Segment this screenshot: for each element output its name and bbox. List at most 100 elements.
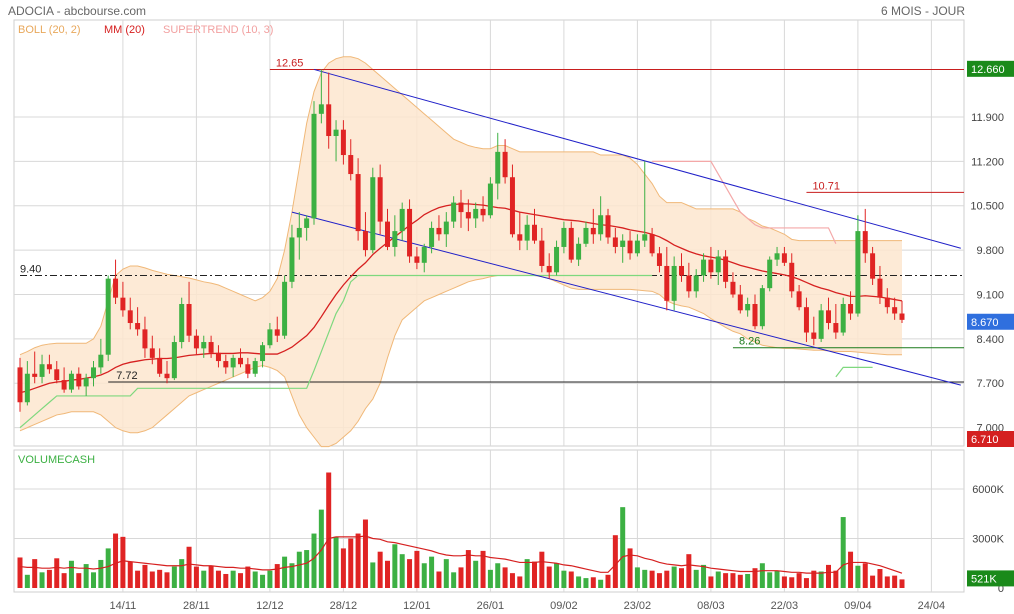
candle-body — [149, 348, 155, 358]
volume-bar — [267, 570, 273, 588]
volume-bar — [811, 570, 817, 588]
period-label[interactable]: 6 MOIS - JOUR — [880, 4, 965, 18]
candle-body — [407, 208, 413, 257]
candle-body — [304, 218, 310, 228]
volume-bar — [142, 564, 148, 588]
volume-bar — [568, 571, 574, 588]
candle-body — [561, 227, 567, 247]
price-panel-frame — [13, 19, 965, 447]
candle-body — [877, 278, 883, 298]
candle-body — [583, 227, 589, 244]
price-tick-label: 11.200 — [971, 156, 1004, 168]
volume-bar — [774, 570, 780, 588]
candle-body — [436, 227, 442, 235]
volume-bar — [458, 567, 464, 588]
price-tag-label: 6.710 — [971, 434, 999, 446]
candle-body — [267, 329, 273, 346]
candle-body — [451, 202, 457, 222]
candle-body — [554, 246, 560, 273]
candle-body — [208, 342, 214, 353]
candle-body — [54, 369, 60, 381]
volume-bar — [252, 571, 258, 588]
candle-body — [171, 342, 177, 379]
price-tag-label: 8.670 — [971, 317, 999, 329]
candle-body — [803, 307, 809, 333]
volume-bar — [193, 566, 199, 588]
price-tick-label: 8.400 — [976, 334, 1004, 346]
volume-bar — [627, 548, 633, 588]
candle-body — [480, 208, 486, 216]
candle-body — [723, 256, 729, 282]
volume-bar — [171, 566, 177, 588]
candle-body — [186, 304, 192, 336]
volume-bar — [333, 536, 339, 588]
volume-bar — [451, 572, 457, 588]
supertrend-line — [19, 274, 653, 429]
candle-body — [759, 288, 765, 327]
volume-bar — [848, 551, 854, 588]
chart-title: ADOCIA - abcbourse.com — [8, 4, 147, 18]
candle-body — [245, 364, 251, 374]
candle-body — [333, 129, 339, 137]
candle-body — [708, 259, 714, 273]
date-tick-label: 08/03 — [697, 600, 725, 612]
date-axis: 14/11 28/11 12/12 28/12 12/01 26/01 09/02 23/02… — [110, 600, 946, 612]
candle-body — [620, 240, 626, 247]
candle-body — [355, 174, 361, 232]
volume-bar — [546, 566, 552, 588]
candle-body — [495, 151, 501, 184]
candle-body — [664, 265, 670, 301]
volume-bar — [598, 579, 604, 588]
candle-body — [215, 352, 221, 362]
candle-body — [862, 231, 868, 254]
candle-body — [686, 275, 692, 292]
volume-bar — [884, 576, 890, 588]
candle-body — [774, 253, 780, 260]
volume-bar — [120, 536, 126, 588]
level-label: 9.40 — [20, 263, 41, 275]
candle-body — [142, 329, 148, 349]
candle-body — [24, 373, 30, 403]
candle-body — [509, 177, 515, 235]
volume-bar — [32, 559, 38, 588]
candle-body — [892, 307, 898, 314]
volume-bar — [149, 571, 155, 588]
volume-bar — [487, 569, 493, 588]
volume-bar — [730, 573, 736, 588]
candle-body — [598, 215, 604, 235]
volume-tick-label: 3000K — [972, 534, 1004, 546]
candle-body — [634, 240, 640, 254]
volume-bar — [517, 576, 523, 588]
candle-body — [348, 155, 354, 175]
volume-bar — [840, 517, 846, 588]
legend-item: BOLL (20, 2) — [18, 24, 81, 36]
candle-body — [532, 224, 537, 241]
candle-body — [781, 253, 787, 263]
volume-bar — [91, 572, 96, 588]
price-tick-label: 9.800 — [976, 245, 1004, 257]
channel-line — [291, 211, 961, 386]
supertrend-line — [652, 160, 837, 245]
volume-bar — [620, 507, 626, 588]
volume-bar — [554, 563, 560, 588]
volume-bar — [737, 574, 743, 588]
price-tag-low — [967, 431, 1014, 447]
volume-bar — [17, 557, 23, 588]
date-tick-label: 09/04 — [844, 600, 872, 612]
legend-item: MM (20) — [104, 24, 145, 36]
volume-tick-label: 0 — [998, 583, 1004, 595]
date-tick-label: 24/04 — [918, 600, 946, 612]
volume-bar — [612, 535, 618, 588]
volume-bar — [524, 559, 530, 588]
candle-body — [289, 237, 295, 282]
candle-body — [377, 177, 383, 222]
volume-bar — [157, 569, 163, 588]
candle-body — [568, 227, 574, 260]
candle-body — [157, 357, 163, 374]
volume-bar — [465, 550, 471, 588]
volume-bar — [362, 519, 368, 588]
bollinger-lower-line — [19, 274, 902, 448]
candle-body — [524, 224, 530, 241]
candle-body — [120, 297, 126, 311]
